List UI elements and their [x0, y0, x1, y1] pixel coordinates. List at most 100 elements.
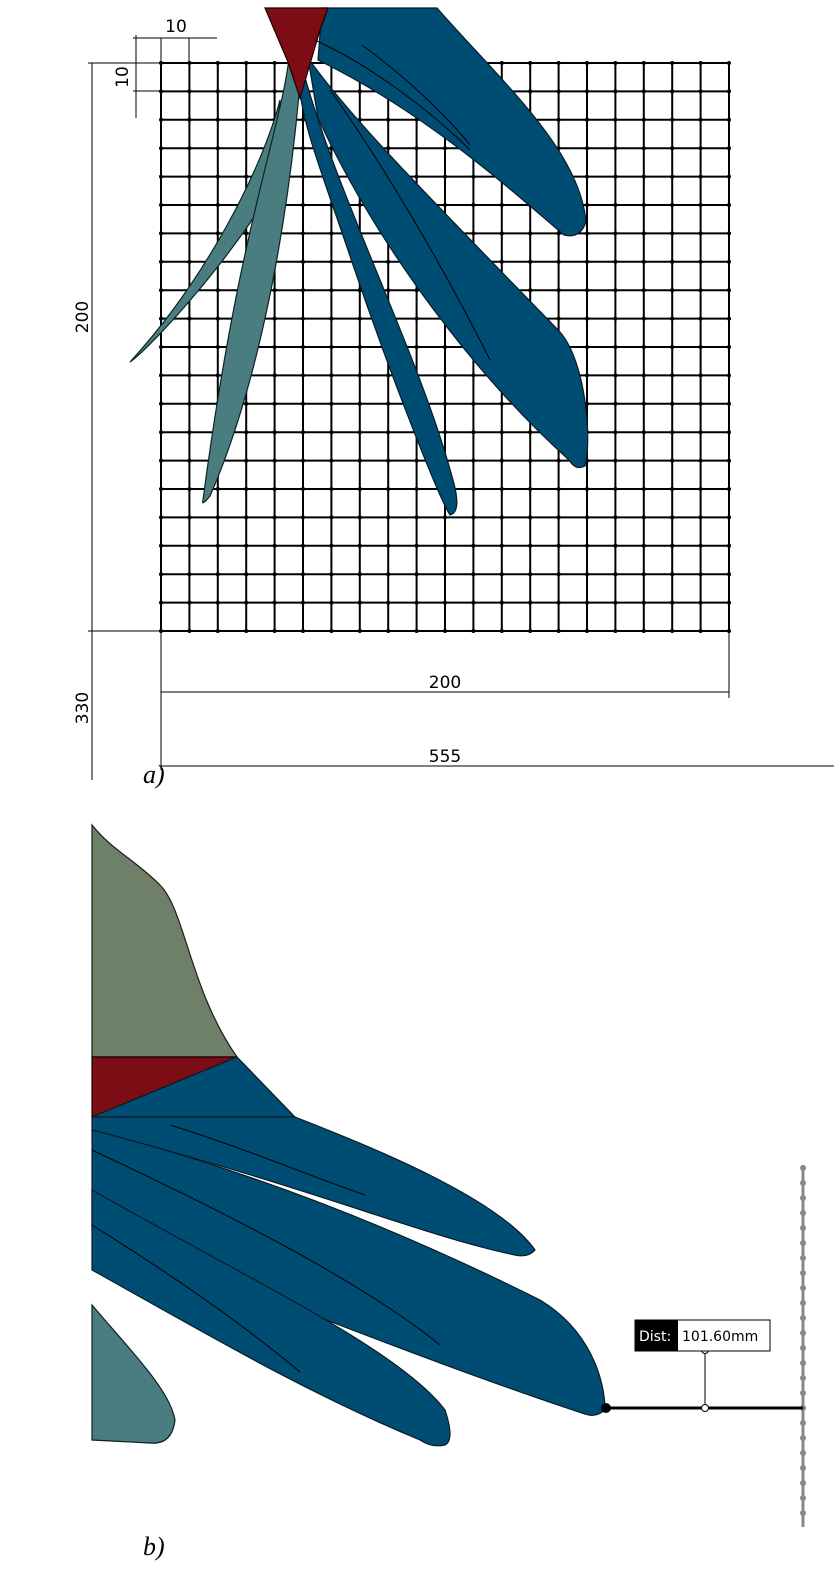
grid-node — [187, 345, 191, 349]
grid-node — [727, 373, 731, 377]
grid-node — [642, 203, 646, 207]
grid-node — [329, 629, 333, 633]
grid-node — [216, 89, 220, 93]
grid-node — [273, 288, 277, 292]
reference-point — [800, 1285, 806, 1291]
grid-node — [585, 544, 589, 548]
grid-node — [727, 345, 731, 349]
reference-point — [800, 1330, 806, 1336]
grid-node — [301, 317, 305, 321]
grid-node — [187, 402, 191, 406]
grid-node — [415, 601, 419, 605]
grid-node — [273, 544, 277, 548]
grid-node — [557, 515, 561, 519]
grid-node — [528, 288, 532, 292]
grid-node — [329, 544, 333, 548]
grid-node — [670, 629, 674, 633]
grid-node — [471, 601, 475, 605]
grid-node — [642, 175, 646, 179]
grid-node — [670, 345, 674, 349]
grid-node — [557, 61, 561, 65]
grid-node — [443, 430, 447, 434]
grid-node — [187, 175, 191, 179]
grid-node — [528, 544, 532, 548]
grid-node — [642, 629, 646, 633]
grid-node — [528, 515, 532, 519]
grid-node — [727, 402, 731, 406]
grid-node — [471, 430, 475, 434]
grid-node — [244, 515, 248, 519]
grid-node — [358, 430, 362, 434]
grid-node — [528, 629, 532, 633]
grid-node — [699, 175, 703, 179]
grid-node — [415, 175, 419, 179]
dim-label: 10 — [113, 66, 133, 88]
grid-node — [244, 601, 248, 605]
grid-node — [613, 629, 617, 633]
grid-node — [386, 544, 390, 548]
grid-node — [358, 345, 362, 349]
reference-point — [800, 1435, 806, 1441]
grid-node — [613, 487, 617, 491]
grid-node — [699, 203, 703, 207]
grid-node — [273, 89, 277, 93]
grid-node — [216, 544, 220, 548]
grid-node — [159, 118, 163, 122]
grid-node — [727, 231, 731, 235]
grid-node — [727, 515, 731, 519]
grid-node — [699, 572, 703, 576]
grid-node — [273, 629, 277, 633]
grid-node — [585, 317, 589, 321]
grid-node — [329, 317, 333, 321]
grid-node — [613, 373, 617, 377]
grid-node — [273, 430, 277, 434]
grid-node — [159, 317, 163, 321]
grid-node — [415, 629, 419, 633]
grid-node — [358, 373, 362, 377]
grid-node — [358, 572, 362, 576]
grid-node — [727, 146, 731, 150]
grid-node — [301, 288, 305, 292]
reference-point — [800, 1315, 806, 1321]
grid-node — [216, 118, 220, 122]
grid-node — [358, 89, 362, 93]
reference-point — [800, 1360, 806, 1366]
grid-node — [642, 118, 646, 122]
grid-node — [187, 146, 191, 150]
grid-node — [301, 146, 305, 150]
grid-node — [471, 459, 475, 463]
grid-node — [415, 317, 419, 321]
grid-node — [386, 572, 390, 576]
grid-node — [443, 601, 447, 605]
grid-node — [471, 231, 475, 235]
finger — [92, 1305, 175, 1443]
grid-node — [159, 487, 163, 491]
grid-node — [670, 61, 674, 65]
grid-node — [244, 231, 248, 235]
grid-node — [670, 373, 674, 377]
grid-node — [699, 260, 703, 264]
grid-node — [415, 515, 419, 519]
grid-node — [443, 402, 447, 406]
page: 10 10 200 330 200 555 a) — [0, 0, 840, 1579]
grid-node — [216, 345, 220, 349]
grid-node — [727, 601, 731, 605]
grid-node — [613, 231, 617, 235]
grid-node — [613, 402, 617, 406]
grid-node — [670, 572, 674, 576]
grid-node — [244, 89, 248, 93]
grid-node — [699, 61, 703, 65]
grid-node — [301, 459, 305, 463]
grid-node — [273, 61, 277, 65]
grid-node — [443, 175, 447, 179]
grid-node — [301, 629, 305, 633]
grid-node — [159, 515, 163, 519]
dim-label: 10 — [165, 17, 187, 37]
grid-node — [557, 601, 561, 605]
grid-node — [670, 402, 674, 406]
grid-node — [159, 175, 163, 179]
grid-node — [471, 373, 475, 377]
grid-node — [642, 402, 646, 406]
grid-node — [500, 459, 504, 463]
grid-node — [415, 459, 419, 463]
